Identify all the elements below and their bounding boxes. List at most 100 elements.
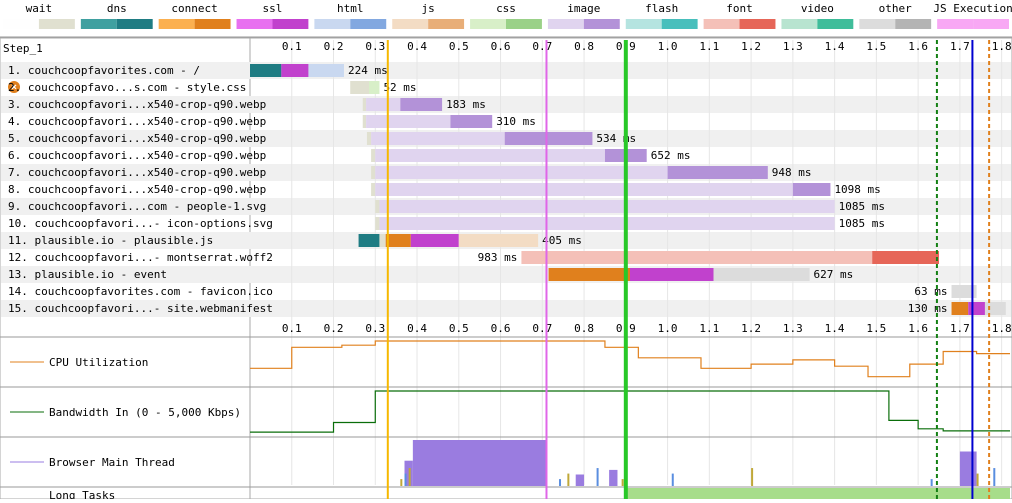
tick-label: 1.5 xyxy=(866,40,886,53)
request-duration: 948 ms xyxy=(772,166,812,179)
main-thread-spike xyxy=(559,479,562,486)
legend-label: js xyxy=(422,2,435,15)
bar-wait xyxy=(375,217,380,230)
legend-swatch-dark xyxy=(973,19,1009,29)
bar-connect xyxy=(951,302,969,315)
request-labels: 1. couchcoopfavorites.com - / ×2. couchco… xyxy=(8,64,273,315)
bar-image xyxy=(379,217,835,230)
legend-swatch-light xyxy=(625,19,662,29)
request-duration: 224 ms xyxy=(348,64,388,77)
legend-swatch-dark xyxy=(817,19,854,29)
request-duration: 1085 ms xyxy=(839,217,885,230)
metrics-panel: CPU Utilization Bandwidth In (0 - 5,000 K… xyxy=(0,336,1012,502)
metric-line xyxy=(250,390,1010,433)
request-duration: 52 ms xyxy=(383,81,416,94)
main-thread-spike xyxy=(404,473,407,486)
tick-label: 0.4 xyxy=(407,322,427,335)
request-duration: 534 ms xyxy=(596,132,636,145)
legend-swatch-light xyxy=(470,19,506,29)
bar-other xyxy=(713,268,810,281)
tick-label: 0.1 xyxy=(282,40,302,53)
tick-label: 0.8 xyxy=(574,322,594,335)
bar-wait xyxy=(375,200,380,213)
bar-ssl xyxy=(968,302,985,315)
tick-label: 0.2 xyxy=(324,322,344,335)
legend-swatch-light xyxy=(3,19,39,29)
panel-label: Long Tasks xyxy=(49,489,115,499)
legend-swatch-light xyxy=(547,19,584,29)
legend-swatch-dark xyxy=(895,19,932,29)
legend-swatch-dark xyxy=(428,19,465,29)
request-label: 7. couchcoopfavori...x540-crop-q90.webp xyxy=(8,166,266,179)
bar-font xyxy=(521,251,873,264)
bar-other xyxy=(951,285,977,298)
legend-swatch-dark xyxy=(350,19,387,29)
tick-label: 1.7 xyxy=(950,40,970,53)
tick-label: 1.3 xyxy=(783,322,803,335)
tick-label: 0.3 xyxy=(365,40,385,53)
bar-wait xyxy=(362,98,367,111)
main-thread-block xyxy=(959,451,977,486)
tick-label: 1.3 xyxy=(783,40,803,53)
request-label: 11. plausible.io - plausible.js xyxy=(8,234,213,247)
bar-image_recv xyxy=(792,183,831,196)
request-label: 13. plausible.io - event xyxy=(8,268,167,281)
legend-label: wait xyxy=(26,2,53,15)
request-label: 6. couchcoopfavori...x540-crop-q90.webp xyxy=(8,149,266,162)
bar-image xyxy=(375,183,793,196)
legend-swatch-light xyxy=(236,19,273,29)
legend-label: JS Execution xyxy=(933,2,1012,15)
bar-other xyxy=(984,302,1006,315)
tick-label: 0.6 xyxy=(491,322,511,335)
step-label: Step_1 xyxy=(3,42,43,55)
bar-html xyxy=(308,64,344,77)
tick-label: 1.4 xyxy=(825,40,845,53)
tick-label: 0.6 xyxy=(491,40,511,53)
request-duration: 627 ms xyxy=(814,268,854,281)
legend-swatch-dark xyxy=(116,19,153,29)
main-thread-spike xyxy=(400,479,403,486)
tick-label: 0.5 xyxy=(449,40,469,53)
tick-label: 1.6 xyxy=(908,40,928,53)
main-thread-block xyxy=(609,469,618,486)
legend-label: html xyxy=(337,2,364,15)
metric-line xyxy=(250,340,1010,378)
bar-image xyxy=(371,132,505,145)
request-label: 1. couchcoopfavorites.com - / xyxy=(8,64,200,77)
legend-label: connect xyxy=(171,2,217,15)
legend-swatch-light xyxy=(80,19,117,29)
request-duration: 405 ms xyxy=(542,234,582,247)
tick-label: 0.7 xyxy=(532,40,552,53)
main-thread-spike xyxy=(408,468,411,486)
request-label: 2. couchcoopfavo...s.com - style.css xyxy=(8,81,246,94)
request-label: 15. couchcoopfavori...- site.webmanifest xyxy=(8,302,273,315)
legend-swatch-light xyxy=(859,19,896,29)
bar-image_recv xyxy=(667,166,768,179)
tick-label: 1.0 xyxy=(658,322,678,335)
tick-label: 1.5 xyxy=(866,322,886,335)
panel-label: CPU Utilization xyxy=(49,356,148,369)
bar-ssl xyxy=(630,268,714,281)
bar-image_recv xyxy=(400,98,443,111)
request-duration: 1098 ms xyxy=(834,183,880,196)
bar-image xyxy=(366,98,401,111)
x-axis-ticks-top: 0.10.20.30.40.50.60.70.80.91.01.11.21.31… xyxy=(282,40,1012,53)
request-label: 5. couchcoopfavori...x540-crop-q90.webp xyxy=(8,132,266,145)
legend-swatch-dark xyxy=(194,19,231,29)
bar-image xyxy=(375,149,605,162)
bar-connect xyxy=(385,234,411,247)
panel-label: Browser Main Thread xyxy=(49,456,175,469)
bar-wait xyxy=(366,132,372,145)
bar-wait xyxy=(362,115,367,128)
request-label: 14. couchcoopfavorites.com - favicon.ico xyxy=(8,285,273,298)
bar-wait xyxy=(371,183,376,196)
main-thread-spike xyxy=(567,473,570,486)
tick-label: 1.4 xyxy=(825,322,845,335)
legend-swatch-light xyxy=(703,19,740,29)
tick-label: 1.8 xyxy=(992,322,1012,335)
tick-label: 0.7 xyxy=(532,322,552,335)
legend-swatch-dark xyxy=(38,19,75,29)
bar-wait xyxy=(371,149,376,162)
main-thread-block xyxy=(412,440,547,486)
bar-image_recv xyxy=(450,115,493,128)
